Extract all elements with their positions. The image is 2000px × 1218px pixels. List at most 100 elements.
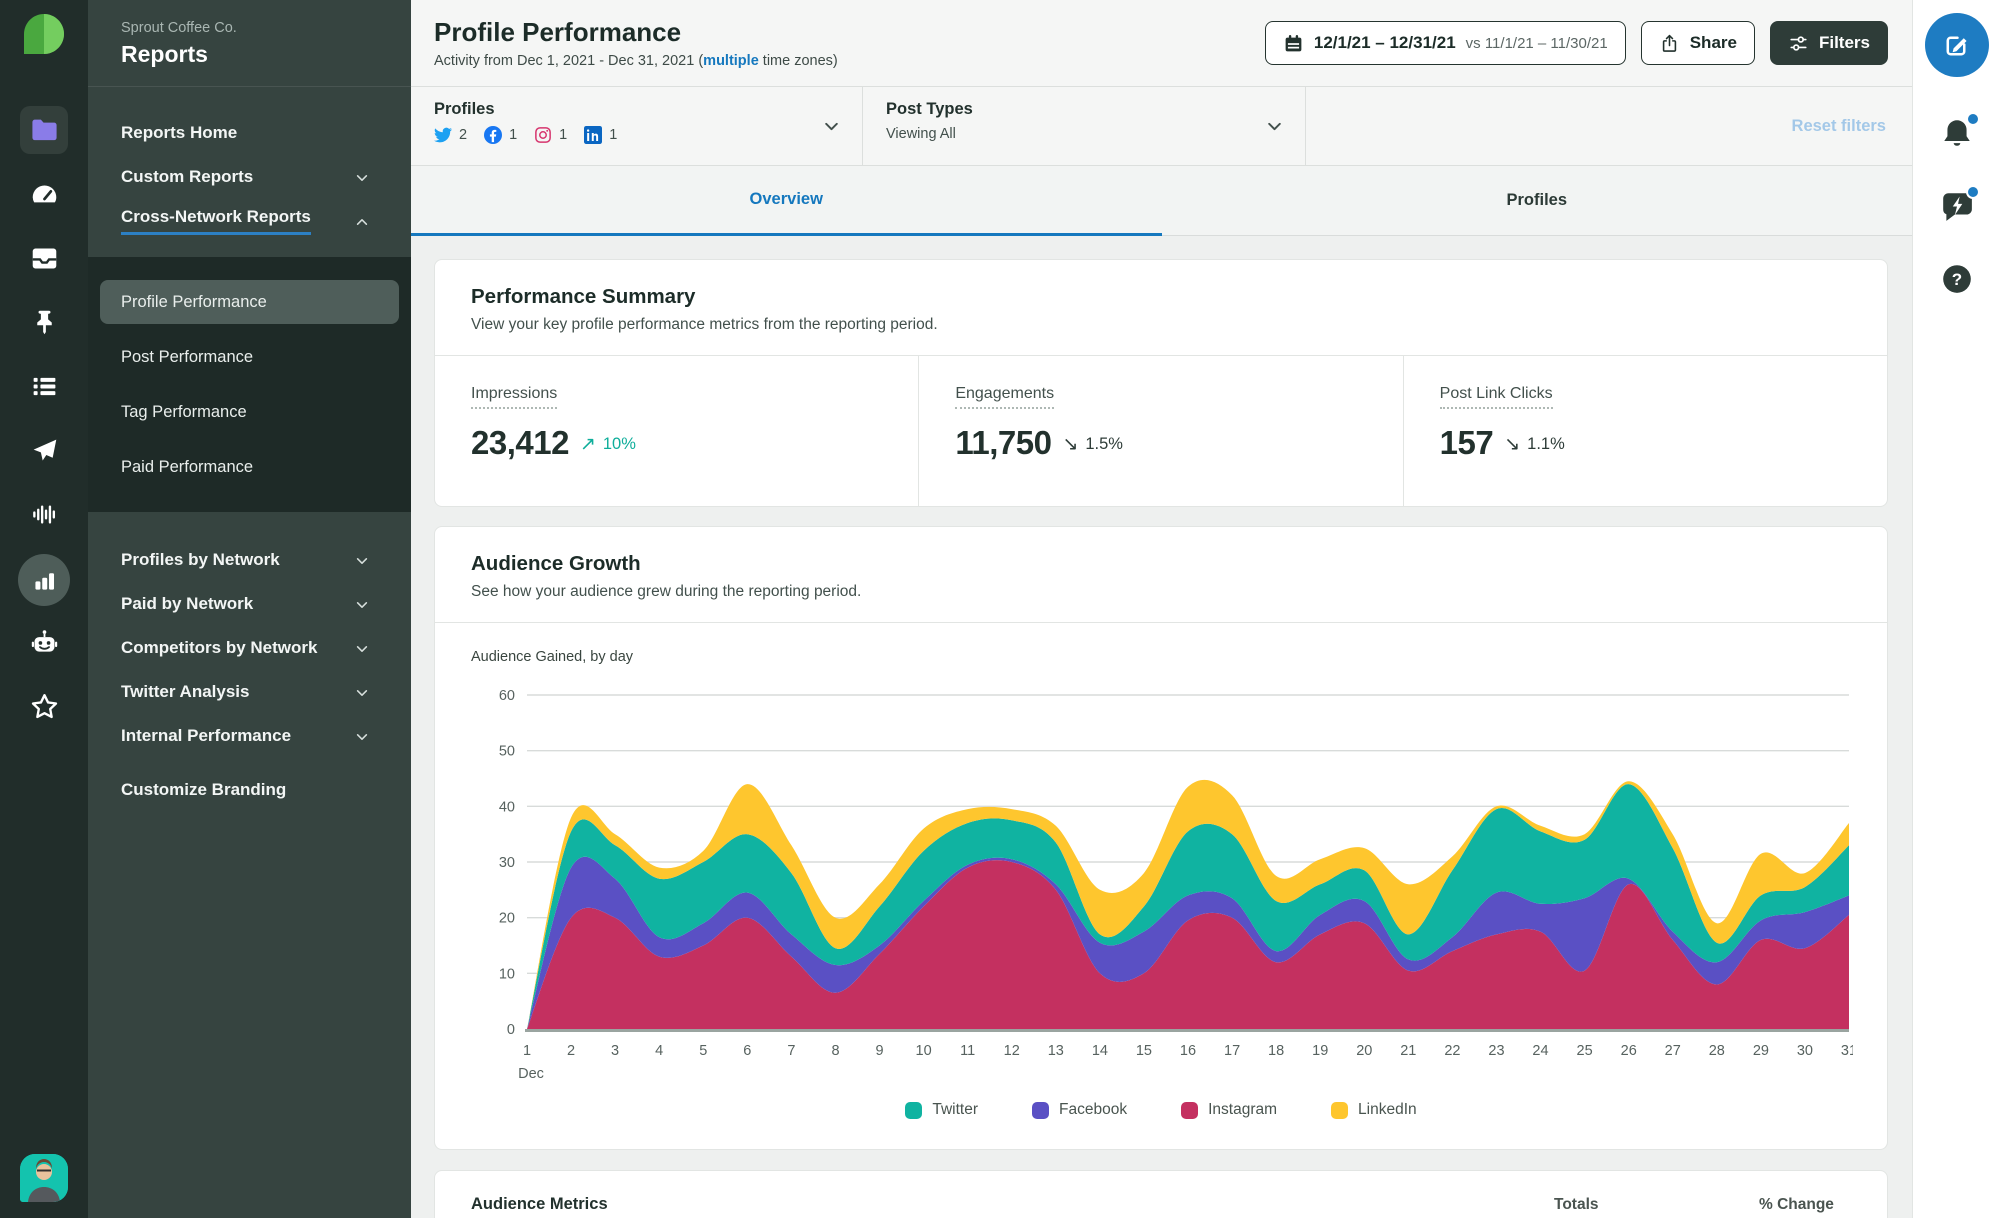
twitter-icon	[434, 126, 452, 144]
dashboard-gauge-icon[interactable]	[20, 170, 68, 218]
sidebar-item-internal-performance[interactable]: Internal Performance	[88, 714, 411, 758]
svg-text:18: 18	[1268, 1043, 1284, 1059]
svg-text:21: 21	[1400, 1043, 1416, 1059]
svg-text:6: 6	[743, 1043, 751, 1059]
post-types-filter-label: Post Types	[886, 100, 973, 118]
change-column-header: % Change	[1759, 1195, 1834, 1213]
metric-label[interactable]: Post Link Clicks	[1439, 385, 1553, 409]
svg-text:24: 24	[1532, 1043, 1548, 1059]
inbox-tray-icon[interactable]	[20, 234, 68, 282]
paper-plane-icon[interactable]	[20, 426, 68, 474]
svg-text:7: 7	[787, 1043, 795, 1059]
svg-text:1: 1	[523, 1043, 531, 1059]
svg-text:25: 25	[1577, 1043, 1593, 1059]
main-content: Profile Performance Activity from Dec 1,…	[411, 0, 1912, 1218]
sidebar-item-label: Profiles by Network	[121, 550, 280, 569]
page-header: Profile Performance Activity from Dec 1,…	[411, 0, 1912, 87]
chart-caption: Audience Gained, by day	[471, 649, 634, 665]
legend-swatch	[1181, 1101, 1199, 1119]
sidebar-item-profiles-by-network[interactable]: Profiles by Network	[88, 538, 411, 582]
date-range-value: 12/1/21 – 12/31/21	[1313, 33, 1456, 52]
sidebar-item-cross-network-reports[interactable]: Cross-Network Reports	[88, 199, 411, 243]
metric-label[interactable]: Impressions	[471, 385, 558, 409]
profiles-filter-dropdown[interactable]: Profiles 2 1 1 1	[411, 87, 863, 165]
svg-text:14: 14	[1092, 1043, 1108, 1059]
user-avatar[interactable]	[20, 1154, 68, 1202]
help-question-icon[interactable]: ?	[1940, 262, 1974, 296]
metric-change: 1.1%	[1527, 435, 1565, 453]
sidebar-title: Reports	[121, 41, 208, 67]
svg-text:13: 13	[1048, 1043, 1064, 1059]
metric-post-link-clicks: Post Link Clicks 157 ↘ 1.1%	[1402, 356, 1887, 506]
reports-sidebar: Sprout Coffee Co. Reports Reports Home Cu…	[88, 0, 411, 1218]
instagram-icon	[534, 126, 552, 144]
listening-wave-icon[interactable]	[20, 490, 68, 538]
audience-growth-description: See how your audience grew during the re…	[471, 583, 862, 600]
report-tabs: Overview Profiles	[411, 166, 1912, 236]
sidebar-item-paid-performance[interactable]: Paid Performance	[121, 457, 254, 476]
message-lightning-icon[interactable]	[1940, 185, 1980, 223]
reports-bar-chart-icon[interactable]	[18, 554, 70, 606]
sidebar-item-custom-reports[interactable]: Custom Reports	[88, 155, 411, 199]
folder-icon[interactable]	[20, 106, 68, 154]
svg-text:20: 20	[1356, 1043, 1372, 1059]
share-label: Share	[1689, 33, 1737, 52]
sidebar-item-twitter-analysis[interactable]: Twitter Analysis	[88, 670, 411, 714]
sidebar-item-competitors-by-network[interactable]: Competitors by Network	[88, 626, 411, 670]
star-icon[interactable]	[20, 682, 68, 730]
trend-down-arrow-icon: ↘	[1062, 434, 1079, 455]
pushpin-icon[interactable]	[20, 298, 68, 346]
date-range-button[interactable]: 12/1/21 – 12/31/21 vs 11/1/21 – 11/30/21	[1264, 21, 1626, 65]
report-content: Performance Summary View your key profil…	[411, 236, 1912, 1218]
chevron-down-icon	[355, 729, 369, 743]
filter-bar: Profiles 2 1 1 1 Post Types Viewing All Res…	[411, 87, 1912, 166]
audience-growth-card: Audience Growth See how your audience gr…	[434, 526, 1888, 1150]
date-compare-value: vs 11/1/21 – 11/30/21	[1465, 34, 1608, 52]
profiles-filter-facebook: 1	[484, 126, 517, 144]
audience-metrics-title: Audience Metrics	[471, 1195, 608, 1213]
sidebar-item-tag-performance[interactable]: Tag Performance	[121, 402, 247, 421]
sidebar-header: Sprout Coffee Co. Reports	[88, 0, 411, 87]
share-button[interactable]: Share	[1640, 21, 1755, 65]
svg-text:40: 40	[499, 799, 515, 815]
notification-dot	[1965, 112, 1980, 126]
profiles-filter-linkedin: 1	[584, 126, 617, 144]
utility-rail: ?	[1912, 0, 2000, 1218]
svg-text:?: ?	[1951, 270, 1961, 289]
notification-bell-icon[interactable]	[1940, 112, 1980, 150]
sidebar-item-reports-home[interactable]: Reports Home	[88, 111, 411, 155]
tab-profiles[interactable]: Profiles	[1506, 191, 1568, 209]
tab-overview[interactable]: Overview	[411, 166, 1162, 236]
metric-label[interactable]: Engagements	[955, 385, 1055, 409]
sidebar-item-post-performance[interactable]: Post Performance	[121, 347, 254, 366]
sidebar-item-profile-performance[interactable]: Profile Performance	[100, 280, 399, 324]
sprout-logo-icon[interactable]	[22, 12, 66, 56]
svg-text:31: 31	[1841, 1043, 1853, 1059]
svg-text:15: 15	[1136, 1043, 1152, 1059]
chevron-down-icon	[355, 170, 369, 184]
timezones-link[interactable]: multiple	[703, 53, 759, 69]
svg-text:50: 50	[499, 744, 515, 760]
profiles-filter-twitter: 2	[434, 126, 467, 144]
profiles-filter-instagram: 1	[534, 126, 567, 144]
sidebar-item-label: Twitter Analysis	[121, 682, 250, 701]
bot-icon[interactable]	[20, 618, 68, 666]
instagram-profile-count: 1	[559, 127, 568, 143]
svg-text:30: 30	[1797, 1043, 1813, 1059]
sidebar-item-paid-by-network[interactable]: Paid by Network	[88, 582, 411, 626]
filters-label: Filters	[1818, 33, 1870, 52]
metric-engagements: Engagements 11,750 ↘ 1.5%	[918, 356, 1402, 506]
chevron-down-icon	[355, 685, 369, 699]
bulleted-list-icon[interactable]	[20, 362, 68, 410]
share-icon	[1659, 33, 1680, 54]
svg-text:9: 9	[875, 1043, 883, 1059]
compose-button[interactable]	[1924, 13, 1989, 77]
chevron-down-icon	[355, 553, 369, 567]
sidebar-item-customize-branding[interactable]: Customize Branding	[88, 768, 411, 812]
facebook-profile-count: 1	[509, 127, 518, 143]
sidebar-item-label: Cross-Network Reports	[121, 207, 311, 235]
reset-filters-link[interactable]: Reset filters	[1791, 116, 1886, 135]
filters-button[interactable]: Filters	[1769, 21, 1888, 65]
post-types-filter-dropdown[interactable]: Post Types Viewing All	[863, 87, 1306, 165]
